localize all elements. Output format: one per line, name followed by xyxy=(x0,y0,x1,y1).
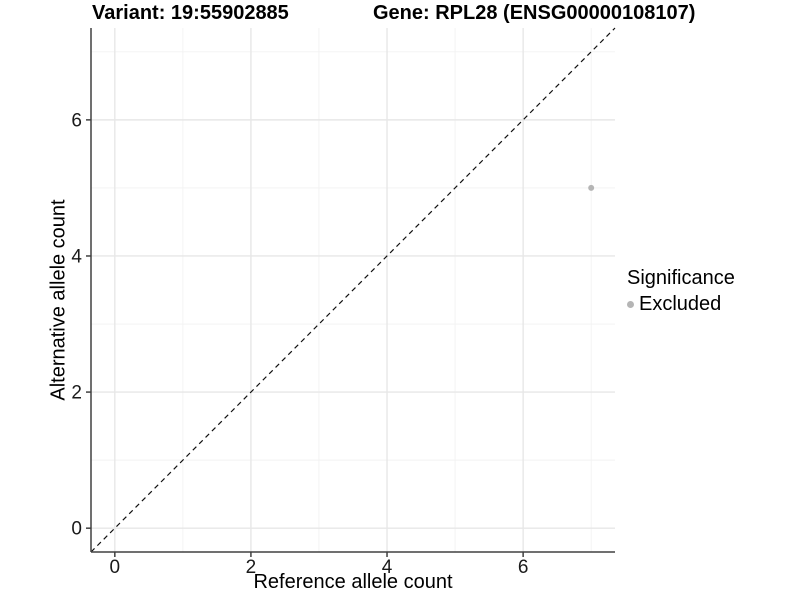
x-axis-title: Reference allele count xyxy=(253,571,453,593)
legend-title: Significance xyxy=(627,267,735,289)
legend: Significance Excluded xyxy=(627,266,735,316)
y-tick-label: 0 xyxy=(71,519,82,540)
y-tick-label: 2 xyxy=(71,383,82,404)
x-tick-label: 0 xyxy=(110,557,121,578)
y-tick-label: 4 xyxy=(71,246,82,267)
data-point xyxy=(588,184,595,191)
plot-title-variant: Variant: 19:55902885 xyxy=(92,2,289,24)
legend-item-label: Excluded xyxy=(639,293,722,315)
x-tick-label: 4 xyxy=(382,557,393,578)
identity-reference-line xyxy=(90,27,616,553)
legend-item-excluded: Excluded xyxy=(627,292,735,316)
x-tick-label: 6 xyxy=(518,557,529,578)
plot-title-gene: Gene: RPL28 (ENSG00000108107) xyxy=(373,2,696,24)
x-tick-label: 2 xyxy=(246,557,257,578)
y-axis-title: Alternative allele count xyxy=(47,199,70,401)
y-tick-label: 6 xyxy=(71,110,82,131)
legend-point-icon xyxy=(627,300,634,308)
